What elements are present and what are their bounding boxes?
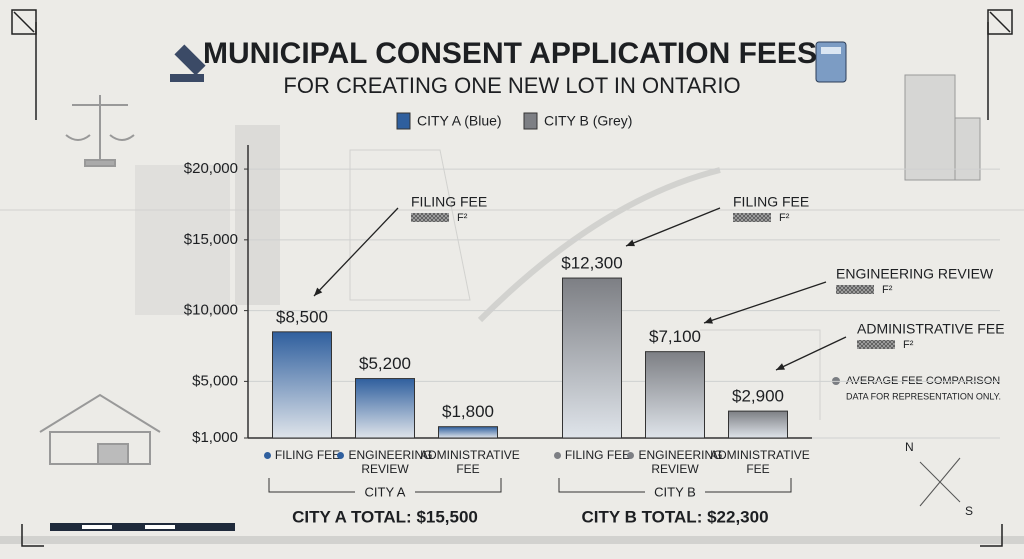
category-text: FILING FEE: [274, 448, 341, 462]
category-text: ENGINEERING REVIEW: [638, 448, 723, 476]
group-bracket: [268, 478, 502, 493]
y-tick-label: $20,000: [184, 160, 238, 177]
annotation-arrow: [625, 207, 721, 247]
annotation-text: ADMINISTRATIVE FEE: [857, 321, 1005, 337]
bar: [645, 351, 705, 439]
annotation-text: FILING FEE: [733, 194, 809, 210]
category-label: ADMINISTRATIVE FEE: [710, 448, 810, 476]
category-text: FILING FEE: [564, 448, 631, 462]
annotation-arrow: [775, 336, 847, 371]
y-tick-label: $10,000: [184, 302, 238, 319]
arrow-head: [314, 287, 323, 296]
category-dot: [337, 452, 345, 459]
chart-subtitle: FOR CREATING ONE NEW LOT IN ONTARIO: [283, 73, 740, 98]
compass-s: S: [965, 504, 973, 518]
annotation-mark: F²: [882, 284, 893, 296]
value-label: $12,300: [561, 254, 622, 273]
bar: [438, 426, 498, 439]
compass-n: N: [905, 440, 914, 454]
category-label: ENGINEERING REVIEW: [337, 448, 433, 476]
value-label: $7,100: [649, 327, 701, 346]
legend-label: CITY B (Grey): [544, 113, 632, 129]
value-label: $8,500: [276, 307, 328, 326]
note: DATA FOR REPRESENTATION ONLY.: [846, 391, 1001, 401]
arrow-head: [776, 363, 785, 370]
calculator-icon: [815, 41, 847, 83]
house-icon: [39, 393, 161, 465]
bar: [562, 277, 622, 439]
annotation-hatch: [411, 213, 449, 222]
arrow-head: [626, 239, 635, 247]
gavel-icon: [170, 44, 206, 82]
annotation-arrow: [703, 281, 827, 324]
value-label: $2,900: [732, 387, 784, 406]
annotation-arrow: [313, 207, 399, 297]
annotation-hatch: [733, 213, 771, 222]
arrow-head: [704, 317, 713, 324]
group-total: CITY B TOTAL: $22,300: [581, 507, 768, 526]
category-dot: [627, 452, 635, 459]
category-text: ADMINISTRATIVE FEE: [710, 448, 810, 476]
frame-corners: [11, 9, 1013, 547]
annotation-hatch: [857, 340, 895, 349]
bar: [728, 410, 788, 439]
annotation-text: FILING FEE: [411, 194, 487, 210]
group-bracket: [558, 478, 792, 493]
category-label: ADMINISTRATIVE FEE: [420, 448, 520, 476]
group-label: CITY B: [654, 484, 696, 499]
annotation-mark: F²: [779, 212, 790, 224]
category-label: FILING FEE: [254, 448, 350, 462]
value-label: $1,800: [442, 402, 494, 421]
category-label: ENGINEERING REVIEW: [627, 448, 723, 476]
category-text: ENGINEERING REVIEW: [348, 448, 433, 476]
annotation-mark: F²: [457, 212, 468, 224]
legend-swatch: [523, 112, 538, 130]
annotation-mark: F²: [903, 339, 914, 351]
y-tick-label: $1,000: [192, 429, 238, 446]
value-label: $5,200: [359, 354, 411, 373]
bar: [355, 378, 415, 439]
legend-swatch: [396, 112, 411, 130]
group-total: CITY A TOTAL: $15,500: [292, 507, 478, 526]
chart-title: MUNICIPAL CONSENT APPLICATION FEES: [203, 37, 817, 70]
scales-icon: [65, 95, 135, 167]
category-dot: [553, 452, 561, 459]
y-tick-label: $15,000: [184, 231, 238, 248]
annotation-hatch: [836, 285, 874, 294]
y-tick-label: $5,000: [192, 372, 238, 389]
category-text: ADMINISTRATIVE FEE: [420, 448, 520, 476]
annotation-text: ENGINEERING REVIEW: [836, 266, 994, 282]
category-dot: [263, 452, 271, 459]
scale-bar: [50, 523, 235, 531]
compass: [919, 457, 961, 507]
background-decor: [0, 125, 1024, 544]
category-label: FILING FEE: [544, 448, 640, 462]
bar: [272, 331, 332, 439]
legend-label: CITY A (Blue): [417, 113, 502, 129]
group-label: CITY A: [365, 484, 406, 499]
building-icon: [904, 74, 981, 181]
